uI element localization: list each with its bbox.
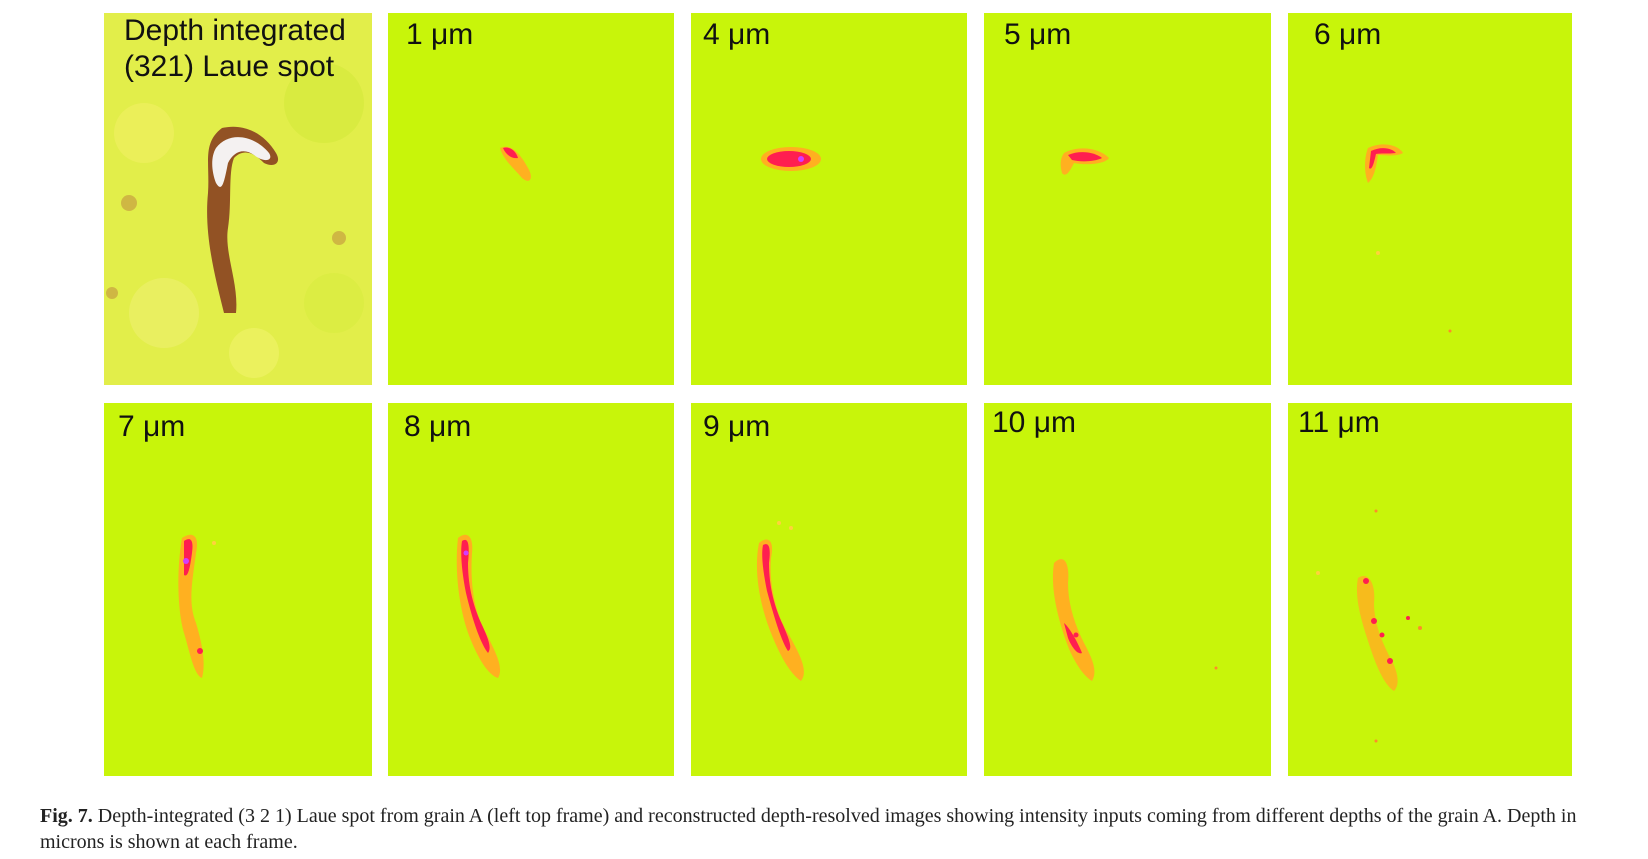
depth-image [456, 534, 501, 678]
panel-depth-5um: 5 μm [984, 13, 1271, 385]
panel-label: 11 μm [1298, 406, 1380, 439]
panel-depth-8um: 8 μm [388, 403, 674, 776]
caption-text: Depth-integrated (3 2 1) Laue spot from … [40, 805, 1577, 853]
depth-image [756, 521, 804, 681]
panel-depth-7um: 7 μm [104, 403, 372, 776]
depth-image [1052, 559, 1218, 681]
panel-depth-4um: 4 μm [691, 13, 967, 385]
panel-depth-1um: 1 μm [388, 13, 674, 385]
panel-label: Depth integrated (321) Laue spot [124, 14, 346, 83]
laue-spot-image [106, 63, 364, 378]
panel-depth-10um: 10 μm [984, 403, 1271, 776]
panel-depth-9um: 9 μm [691, 403, 967, 776]
figure-number: Fig. 7. [40, 805, 93, 827]
panel-label: 5 μm [1004, 18, 1072, 51]
depth-image [1060, 148, 1109, 175]
depth-image [761, 147, 821, 171]
panel-depth-6um: 6 μm [1288, 13, 1572, 385]
depth-image [500, 146, 531, 181]
figure-caption: Fig. 7. Depth-integrated (3 2 1) Laue sp… [40, 803, 1640, 855]
depth-image [178, 534, 216, 678]
depth-image [1365, 144, 1452, 333]
panel-label: 8 μm [404, 410, 472, 443]
panel-label: 1 μm [406, 18, 474, 51]
panel-depth-11um: 11 μm [1288, 403, 1572, 776]
depth-image [1316, 509, 1422, 743]
panel-label: 4 μm [703, 18, 771, 51]
panel-label: 10 μm [992, 406, 1076, 439]
panel-label: 6 μm [1314, 18, 1382, 51]
panel-depth-integrated: Depth integrated (321) Laue spot [104, 13, 372, 385]
panel-label: 9 μm [703, 410, 771, 443]
panel-label: 7 μm [118, 410, 186, 443]
